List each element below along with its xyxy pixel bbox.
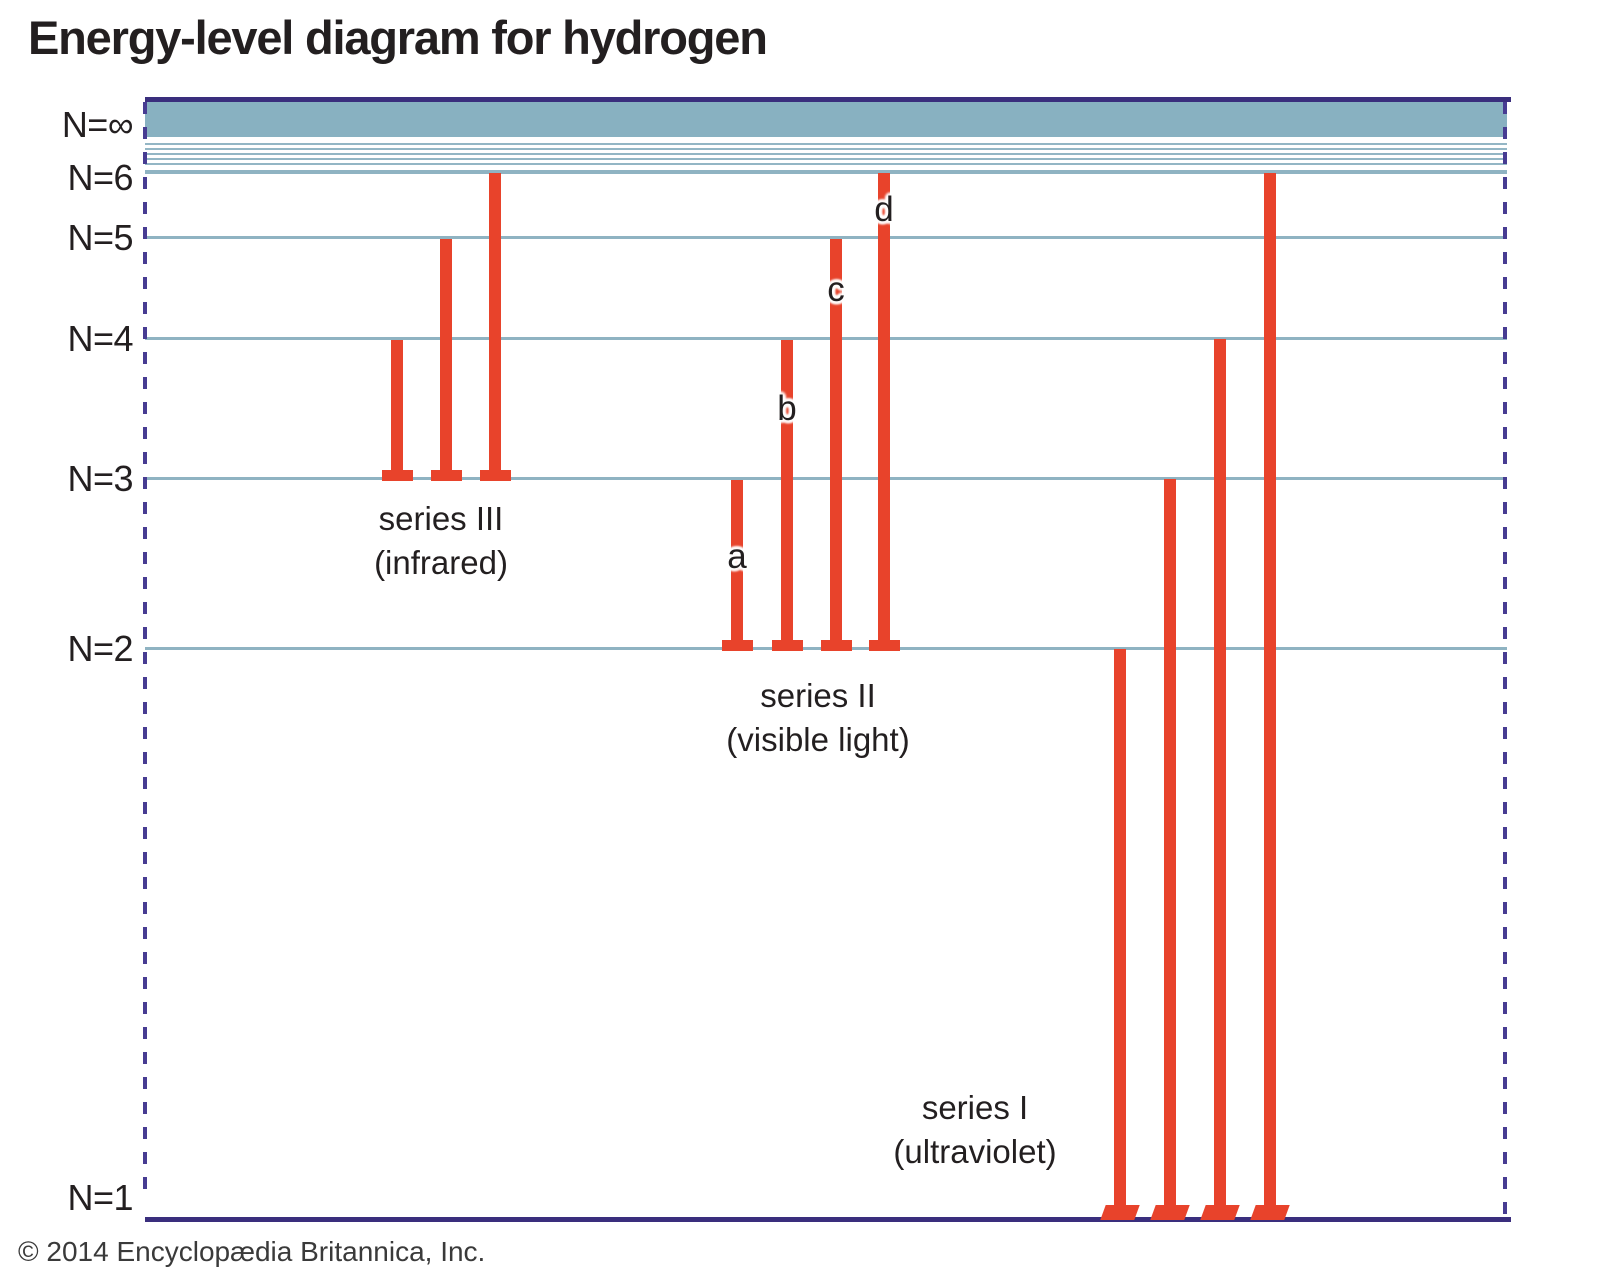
series-iii-caption: series III (infrared) — [374, 497, 508, 585]
series-i-arrow-3 — [1214, 339, 1226, 1209]
right-dashed-border — [1503, 102, 1507, 1215]
level-label-5: N=5 — [67, 217, 133, 258]
level-label-2: N=2 — [67, 628, 133, 669]
series-ii-arrowhead-3 — [820, 640, 852, 651]
series-ii-arrow-4 — [878, 173, 890, 644]
convergence-line-4 — [145, 163, 1507, 165]
continuum-band — [145, 102, 1507, 137]
series-iii-arrow-3 — [489, 173, 501, 474]
series-i-arrow-1 — [1114, 649, 1126, 1209]
level-label-3: N=3 — [67, 458, 133, 499]
series-ii-caption: series II (visible light) — [726, 674, 909, 762]
series-i-arrow-2 — [1164, 479, 1176, 1209]
ground-level-line — [145, 1217, 1511, 1222]
series-iii-arrowhead-2 — [430, 470, 462, 481]
series-i-arrowhead-1 — [1100, 1205, 1140, 1220]
level-line-n4 — [145, 337, 1507, 340]
top-border-line — [145, 97, 1511, 102]
level-label-6: N=6 — [67, 157, 133, 198]
series-iii-arrowhead-3 — [479, 470, 511, 481]
level-line-n6 — [145, 170, 1507, 174]
series-ii-arrow-1 — [731, 480, 743, 644]
series-i-caption: series I (ultraviolet) — [893, 1086, 1056, 1174]
series-i-arrowhead-3 — [1200, 1205, 1240, 1220]
series-i-caption-line1: series I — [921, 1089, 1029, 1126]
series-ii-arrow-3 — [830, 239, 842, 644]
level-label-4: N=4 — [67, 318, 133, 359]
series-ii-arrowhead-2 — [771, 640, 803, 651]
level-line-n5 — [145, 236, 1507, 239]
transition-label-a: a — [727, 537, 747, 576]
level-line-n3 — [145, 477, 1507, 480]
series-iii-caption-line2: (infrared) — [374, 544, 508, 581]
series-ii-caption-line1: series II — [760, 677, 876, 714]
copyright-notice: © 2014 Encyclopædia Britannica, Inc. — [18, 1236, 486, 1267]
series-i-arrow-4 — [1264, 173, 1276, 1209]
series-ii-arrowhead-1 — [721, 640, 753, 651]
level-label-1: N=1 — [67, 1177, 133, 1218]
transition-label-d: d — [874, 190, 894, 229]
series-ii-arrow-2 — [781, 340, 793, 644]
series-i-caption-line2: (ultraviolet) — [893, 1133, 1057, 1170]
series-iii-arrow-1 — [391, 340, 403, 474]
left-dashed-border — [143, 102, 147, 1197]
series-iii-arrowhead-1 — [381, 470, 413, 481]
series-i-arrowhead-2 — [1150, 1205, 1190, 1220]
page-title: Energy-level diagram for hydrogen — [28, 11, 768, 64]
convergence-line-1 — [145, 148, 1507, 150]
series-ii-caption-line2: (visible light) — [726, 721, 910, 758]
series-iii-arrow-2 — [440, 239, 452, 474]
transition-label-c: c — [827, 270, 845, 309]
convergence-line-2 — [145, 153, 1507, 155]
series-i-arrowhead-4 — [1250, 1205, 1290, 1220]
series-ii-arrowhead-4 — [868, 640, 900, 651]
convergence-line-3 — [145, 158, 1507, 160]
convergence-line-0 — [145, 143, 1507, 145]
level-label-inf: N=∞ — [61, 104, 134, 145]
series-iii-caption-line1: series III — [378, 500, 504, 537]
transition-label-b: b — [777, 389, 797, 428]
